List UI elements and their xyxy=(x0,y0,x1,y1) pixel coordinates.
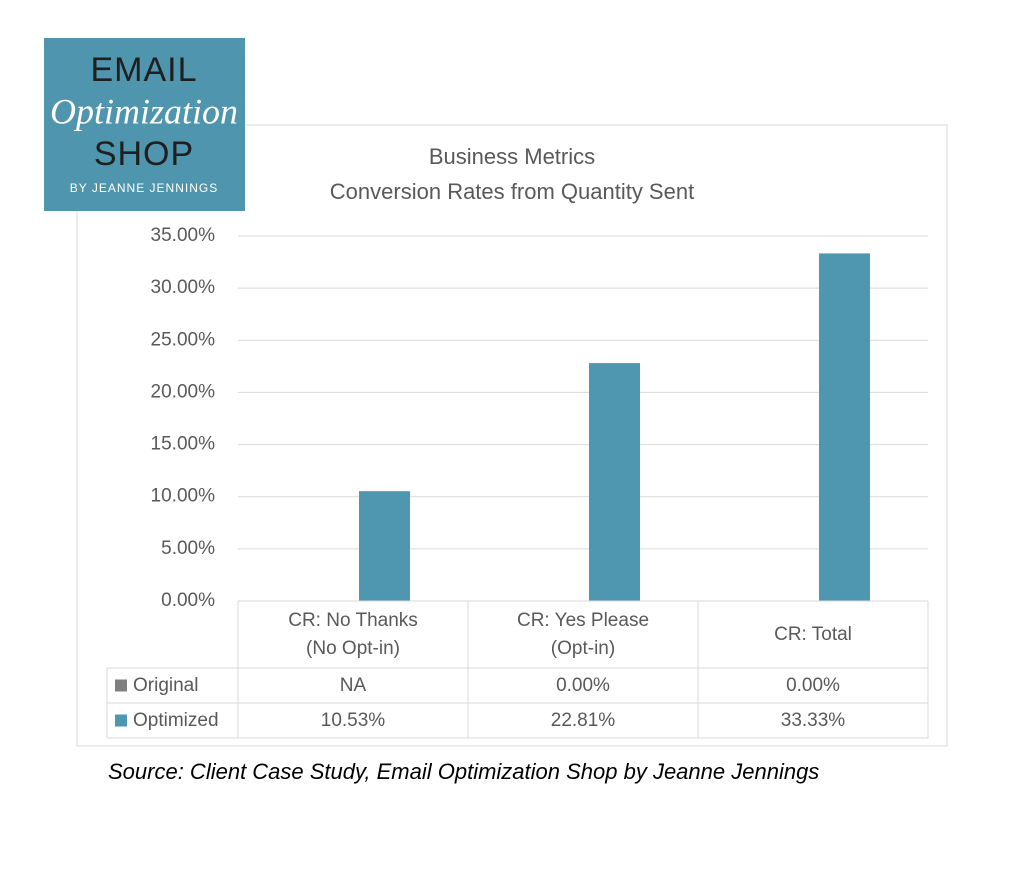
source-note: Source: Client Case Study, Email Optimiz… xyxy=(108,759,819,784)
data-table-value: 22.81% xyxy=(550,709,616,731)
logo-text: EMAIL xyxy=(90,51,197,89)
chart-subtitle: Conversion Rates from Quantity Sent xyxy=(330,179,694,204)
data-table-value: 0.00% xyxy=(786,674,840,696)
y-tick-label: 25.00% xyxy=(151,329,216,350)
y-tick-label: 30.00% xyxy=(151,277,216,298)
legend-key xyxy=(115,679,127,692)
legend-label: Original xyxy=(133,674,199,696)
bar xyxy=(359,491,410,601)
data-table-value: NA xyxy=(339,674,367,696)
x-tick-label: CR: No Thanks (No Opt-in) xyxy=(288,609,418,659)
x-tick-label: CR: Yes Please (Opt-in) xyxy=(516,609,650,659)
legend-label: Optimized xyxy=(133,709,219,731)
bar xyxy=(819,253,870,601)
bar xyxy=(589,363,640,601)
y-tick-label: 5.00% xyxy=(161,538,215,559)
logo-script: Optimization xyxy=(50,91,238,131)
data-table-value: 33.33% xyxy=(780,709,846,731)
y-tick-label: 20.00% xyxy=(151,381,216,402)
logo-box xyxy=(44,38,245,211)
chart-frame xyxy=(76,124,948,747)
x-tick-label: CR: Total xyxy=(774,623,852,645)
y-tick-label: 10.00% xyxy=(151,486,216,507)
logo-byline: BY JEANNE JENNINGS xyxy=(70,181,218,195)
y-tick-label: 35.00% xyxy=(151,225,216,246)
y-tick-label: 0.00% xyxy=(161,590,215,611)
y-tick-label: 15.00% xyxy=(151,434,216,455)
logo-text: SHOP xyxy=(94,135,194,173)
legend-key xyxy=(115,714,127,727)
data-table-value: 10.53% xyxy=(320,709,386,731)
chart-title: Business Metrics xyxy=(429,144,595,169)
data-table-value: 0.00% xyxy=(556,674,610,696)
